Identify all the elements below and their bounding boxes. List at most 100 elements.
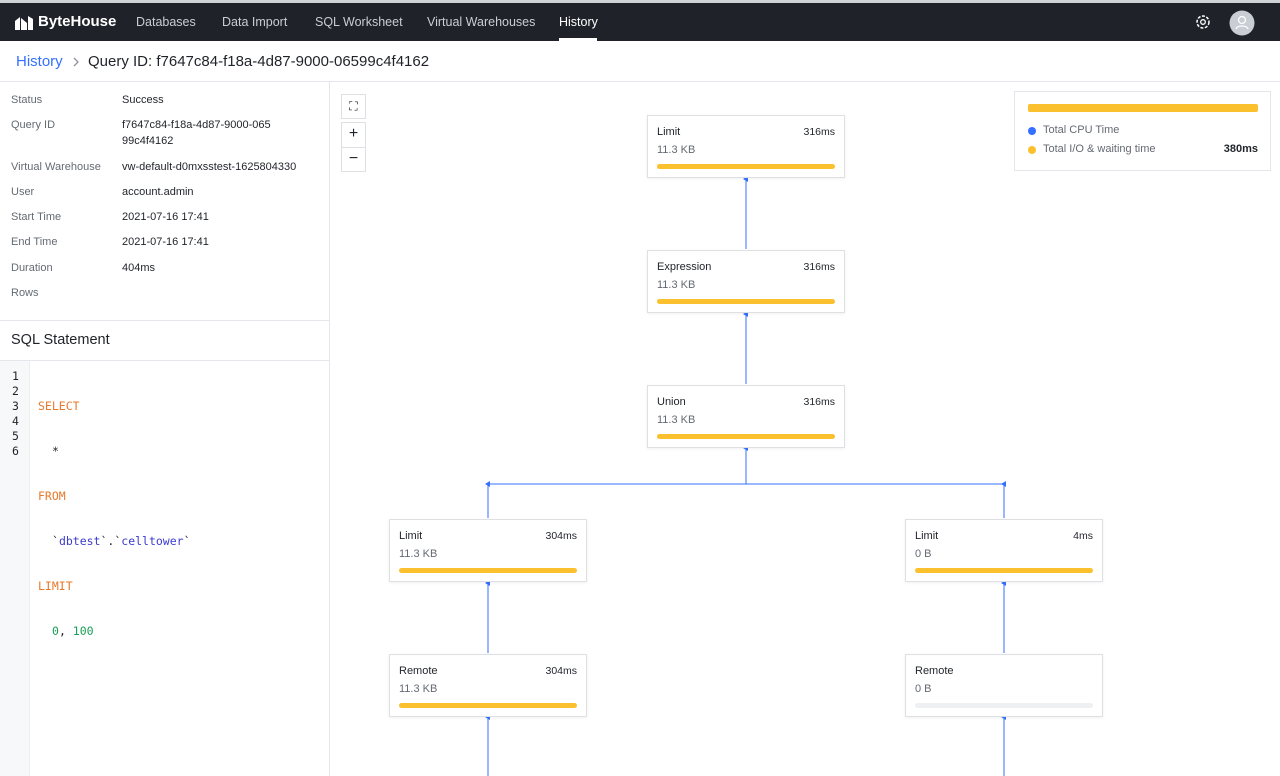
node-time: 316ms (803, 261, 835, 273)
node-bar (399, 703, 577, 708)
logo (15, 16, 33, 30)
detail-label: Virtual Warehouse (11, 161, 101, 173)
detail-label: Start Time (11, 211, 62, 223)
node-time: 4ms (1073, 530, 1093, 542)
node-bar (399, 568, 577, 573)
settings-icon[interactable] (1195, 14, 1211, 30)
keyword: SELECT (38, 399, 80, 413)
avatar[interactable] (1229, 10, 1255, 36)
detail-label: Query ID (11, 119, 56, 131)
divider (0, 320, 329, 321)
detail-label: Rows (11, 287, 39, 299)
plan-node[interactable]: Union 316ms 11.3 KB (647, 385, 845, 448)
node-name: Remote (915, 665, 954, 677)
node-size: 11.3 KB (399, 683, 438, 695)
line-number: 5 (12, 429, 19, 443)
plan-node[interactable]: Limit 4ms 0 B (905, 519, 1103, 582)
detail-label: Duration (11, 262, 53, 274)
keyword: LIMIT (38, 579, 73, 593)
nav-item[interactable]: Virtual Warehouses (427, 15, 536, 29)
breadcrumb-link[interactable]: History (16, 53, 63, 70)
node-size: 0 B (915, 683, 932, 695)
node-size: 11.3 KB (399, 548, 438, 560)
page-title: Query ID: f7647c84-f18a-4d87-9000-06599c… (88, 53, 430, 70)
token: * (52, 444, 59, 458)
token: ` (183, 534, 191, 548)
number: 0 (52, 624, 59, 638)
node-time: 304ms (545, 530, 577, 542)
zoom-out-button[interactable]: − (341, 147, 366, 172)
code: SELECT * FROM `dbtest`.`celltower` LIMIT… (38, 369, 191, 669)
node-name: Union (657, 396, 686, 408)
detail-value: vw-default-d0mxsstest-1625804330 (122, 161, 297, 173)
node-time: 316ms (803, 396, 835, 408)
plan-node[interactable]: Remote 304ms 11.3 KB (389, 654, 587, 717)
node-name: Limit (915, 530, 939, 542)
gutter (0, 361, 30, 776)
token: ` (52, 534, 59, 548)
detail-value: 2021-07-16 17:41 (122, 236, 209, 248)
line-numbers: 1 2 3 4 5 6 (12, 369, 19, 459)
line-number: 6 (12, 444, 19, 458)
zoom-in-button[interactable]: + (341, 122, 366, 147)
plan-node[interactable]: Expression 316ms 11.3 KB (647, 250, 845, 313)
detail-value: Success (122, 94, 164, 106)
node-size: 11.3 KB (657, 414, 696, 426)
keyword: FROM (38, 489, 66, 503)
node-size: 0 B (915, 548, 932, 560)
nav-item[interactable]: Databases (136, 15, 196, 29)
node-size: 11.3 KB (657, 144, 696, 156)
plan-node[interactable]: Remote 0 B (905, 654, 1103, 717)
legend-swatch (1028, 127, 1036, 135)
identifier: dbtest (58, 534, 101, 548)
nav-item[interactable]: SQL Worksheet (315, 15, 403, 29)
line-number: 3 (12, 399, 19, 413)
line-number: 4 (12, 414, 19, 428)
detail-value: account.admin (122, 186, 194, 198)
plan-node[interactable]: Limit 316ms 11.3 KB (647, 115, 845, 178)
node-bar (657, 164, 835, 169)
node-name: Expression (657, 261, 712, 273)
legend-value: 380ms (1223, 143, 1258, 155)
line-number: 2 (12, 384, 19, 398)
brand: ByteHouse (38, 13, 117, 30)
node-bar (915, 703, 1093, 708)
legend: Total CPU Time Total I/O & waiting time … (1014, 91, 1271, 171)
node-name: Limit (657, 126, 681, 138)
section-heading: SQL Statement (11, 332, 110, 348)
node-time: 304ms (545, 665, 577, 677)
detail-label: Status (11, 94, 43, 106)
number: 100 (72, 624, 94, 638)
active-indicator (559, 38, 597, 41)
legend-swatch (1028, 146, 1036, 154)
top-nav: ByteHouse Databases Data Import SQL Work… (0, 0, 1280, 41)
identifier: celltower (121, 534, 184, 548)
breadcrumb: History Query ID: f7647c84-f18a-4d87-900… (0, 41, 1280, 82)
graph-edges (485, 176, 1006, 776)
node-name: Limit (399, 530, 423, 542)
plan-node[interactable]: Limit 304ms 11.3 KB (389, 519, 587, 582)
token: `.` (100, 534, 122, 548)
detail-value: 2021-07-16 17:41 (122, 211, 209, 223)
legend-label: Total CPU Time (1043, 124, 1120, 136)
node-bar (657, 299, 835, 304)
legend-bar (1028, 104, 1258, 112)
token: , (58, 624, 73, 638)
nav-item[interactable]: History (559, 15, 598, 29)
left-panel: Status Success Query ID f7647c84-f18a-4d… (0, 82, 330, 776)
nav-item[interactable]: Data Import (222, 15, 288, 29)
detail-value: f7647c84-f18a-4d87-9000-06599c4f4162 (122, 119, 271, 147)
node-name: Remote (399, 665, 438, 677)
breadcrumb-separator (73, 57, 79, 67)
code-editor: 1 2 3 4 5 6 SELECT * FROM `dbtest`.`cell… (0, 360, 329, 776)
line-number: 1 (12, 369, 19, 383)
node-size: 11.3 KB (657, 279, 696, 291)
node-bar (657, 434, 835, 439)
node-bar (915, 568, 1093, 573)
edge (487, 483, 1005, 518)
node-time: 316ms (803, 126, 835, 138)
legend-label: Total I/O & waiting time (1043, 143, 1156, 155)
fit-button[interactable]: ⛶ (341, 94, 366, 119)
